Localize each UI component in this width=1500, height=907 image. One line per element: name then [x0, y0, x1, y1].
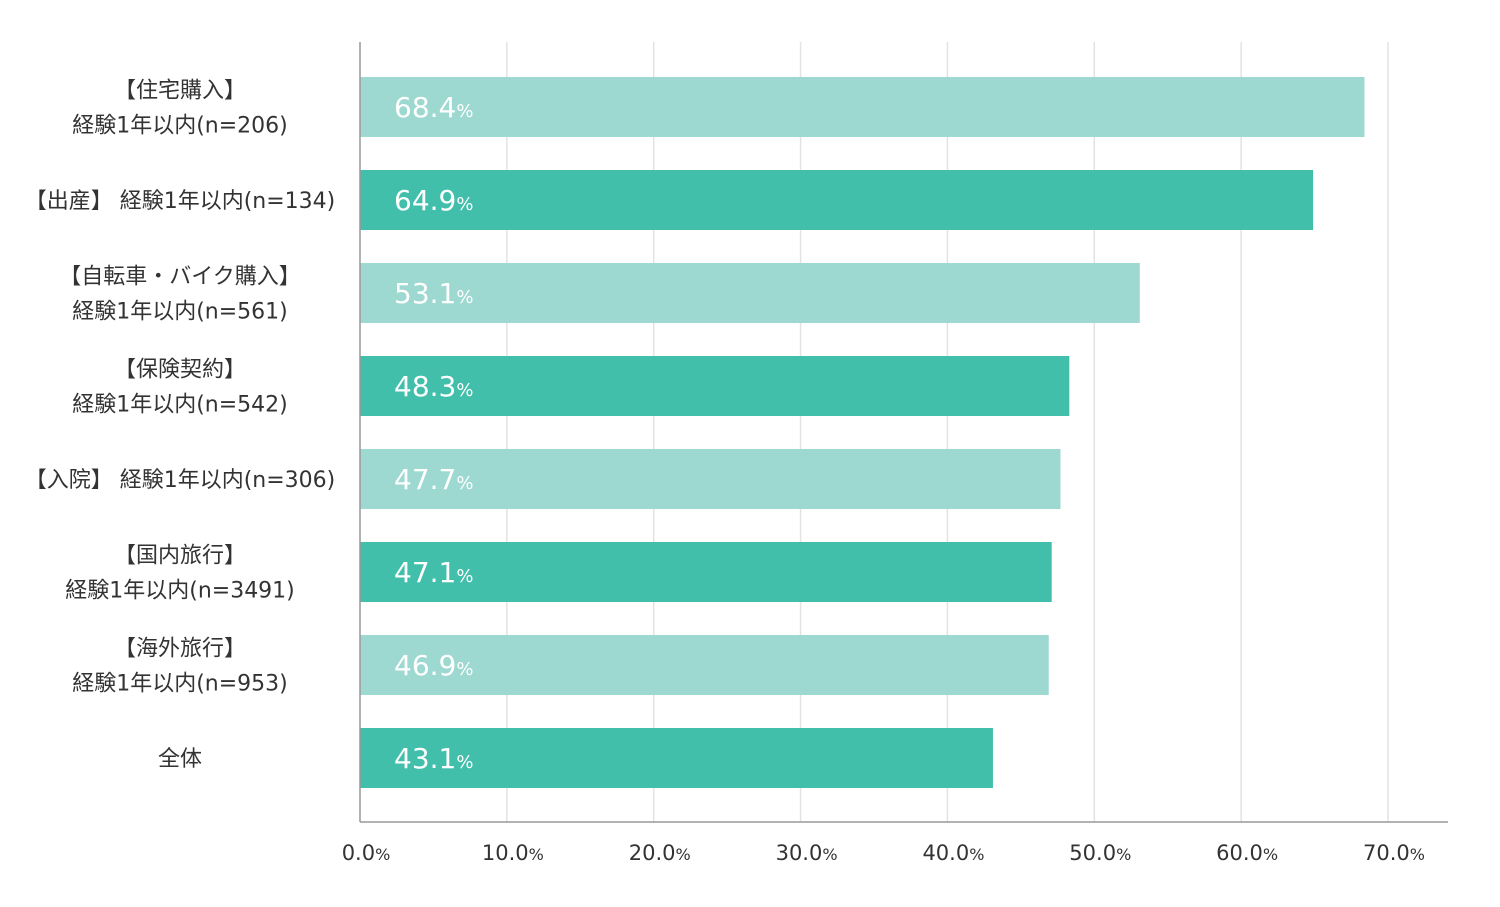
axes: [359, 42, 1448, 823]
bar-value-label: 43.1%: [394, 742, 473, 775]
category-label: 【海外旅行】経験1年以内(n=953): [72, 637, 288, 697]
x-tick-label: 60.0%: [1216, 841, 1278, 865]
bar-value-label: 68.4%: [394, 91, 473, 124]
category-label: 【住宅購入】経験1年以内(n=206): [72, 79, 288, 139]
category-label: 全体: [158, 747, 202, 772]
bar-value-label: 48.3%: [394, 370, 473, 403]
bar-value-label: 64.9%: [394, 184, 473, 217]
x-tick-label: 70.0%: [1363, 841, 1425, 865]
bar: [360, 728, 993, 788]
bar: [360, 77, 1365, 137]
bar: [360, 263, 1140, 323]
category-label: 【保険契約】経験1年以内(n=542): [72, 358, 288, 418]
category-label: 【出産】 経験1年以内(n=134): [25, 189, 336, 214]
bar: [360, 635, 1049, 695]
category-labels: 【住宅購入】経験1年以内(n=206) 【出産】 経験1年以内(n=134) 【自転…: [25, 79, 336, 773]
bar: [360, 542, 1052, 602]
x-tick-label: 30.0%: [776, 841, 838, 865]
bar-value-label: 46.9%: [394, 649, 473, 682]
bars: 68.4% 64.9% 53.1% 48.3% 47.7% 47.1% 46.9% 43.1%: [360, 77, 1365, 788]
bar-value-label: 53.1%: [394, 277, 473, 310]
x-tick-label: 20.0%: [629, 841, 691, 865]
category-label: 【自転車・バイク購入】経験1年以内(n=561): [59, 265, 301, 325]
gridlines: [506, 42, 1389, 822]
category-label: 【入院】 経験1年以内(n=306): [25, 468, 336, 493]
bar: [360, 449, 1061, 509]
category-label: 【国内旅行】経験1年以内(n=3491): [65, 544, 295, 604]
bar: [360, 170, 1314, 230]
bar: [360, 356, 1070, 416]
x-tick-label: 50.0%: [1069, 841, 1131, 865]
x-tick-label: 40.0%: [922, 841, 984, 865]
x-tick-label: 0.0%: [342, 841, 391, 865]
x-tick-label: 10.0%: [482, 841, 544, 865]
bar-value-label: 47.1%: [394, 556, 473, 589]
bar-value-label: 47.7%: [394, 463, 473, 496]
x-tick-labels: 0.0% 10.0% 20.0% 30.0% 40.0% 50.0% 60.0% 70.0%: [342, 841, 1425, 865]
